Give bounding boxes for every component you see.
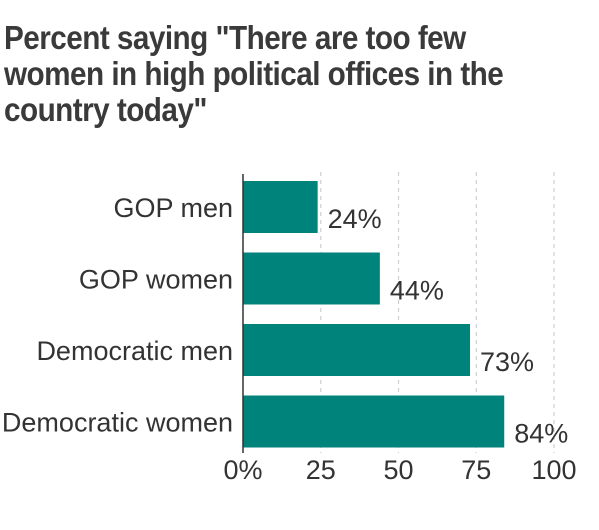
category-label-3: Democratic women <box>2 408 233 438</box>
value-label-1: 44% <box>390 276 444 306</box>
x-tick-label-75: 75 <box>461 455 491 485</box>
category-label-2: Democratic men <box>36 336 233 366</box>
chart-title: Percent saying "There are too few women … <box>4 19 504 128</box>
value-label-2: 73% <box>480 347 534 377</box>
labels: GOP men 24% GOP women 44% Democratic men 73% D… <box>2 193 577 485</box>
bars <box>243 181 505 448</box>
bar-3 <box>243 395 505 448</box>
bar-1 <box>243 252 380 305</box>
value-label-3: 84% <box>514 419 568 449</box>
x-tick-label-25: 25 <box>306 455 336 485</box>
category-label-1: GOP women <box>79 265 233 295</box>
x-tick-label-100: 100 <box>531 455 576 485</box>
value-label-0: 24% <box>328 204 382 234</box>
category-label-0: GOP men <box>113 193 233 223</box>
x-tick-label-50: 50 <box>383 455 413 485</box>
bar-0 <box>243 181 318 233</box>
bar-2 <box>243 324 471 376</box>
x-tick-label-0: 0% <box>223 455 262 485</box>
